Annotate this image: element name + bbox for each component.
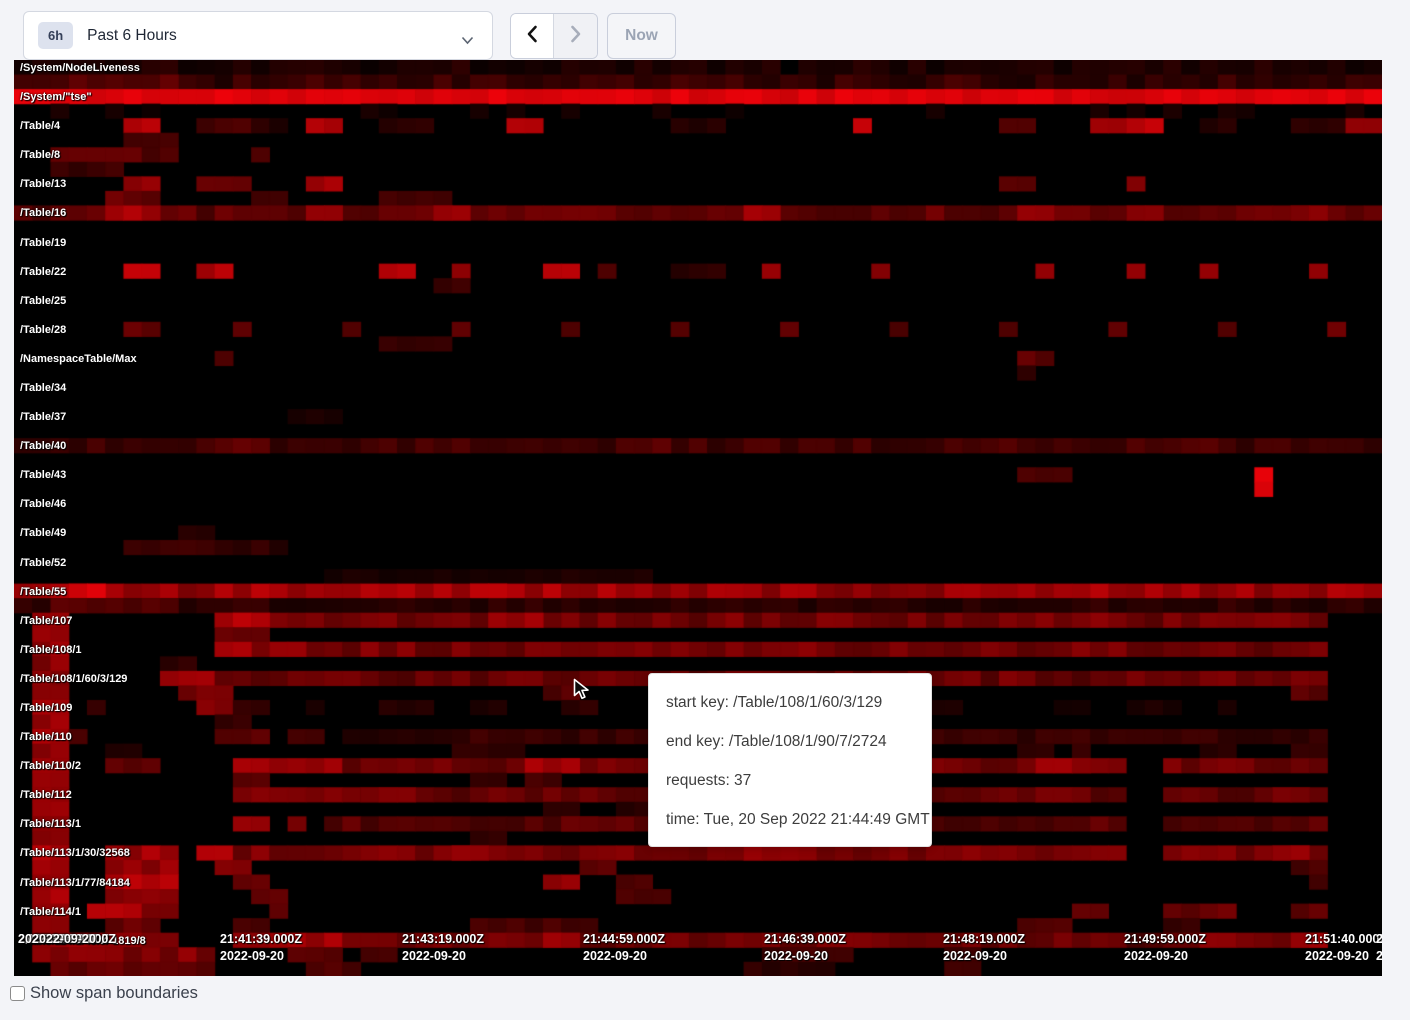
span-boundaries-row: Show span boundaries xyxy=(10,984,198,1003)
prev-range-button[interactable] xyxy=(511,14,554,58)
chevron-down-icon xyxy=(461,32,474,50)
chevron-right-icon xyxy=(570,25,582,48)
tooltip-end-key: end key: /Table/108/1/90/7/2724 xyxy=(666,732,887,750)
show-span-boundaries-label: Show span boundaries xyxy=(30,984,198,1002)
heatmap-tooltip: start key: /Table/108/1/60/3/129 end key… xyxy=(648,673,932,847)
next-range-button[interactable] xyxy=(554,14,597,58)
show-span-boundaries-checkbox[interactable] xyxy=(10,986,25,1001)
tooltip-start-key: start key: /Table/108/1/60/3/129 xyxy=(666,693,883,711)
now-button[interactable]: Now xyxy=(607,13,676,59)
key-visualizer-heatmap-panel: /System/NodeLiveness/System/"tse"/Table/… xyxy=(14,60,1382,976)
chevron-left-icon xyxy=(526,25,538,48)
time-range-badge: 6h xyxy=(38,22,74,49)
time-range-label: Past 6 Hours xyxy=(87,26,177,44)
tooltip-requests: requests: 37 xyxy=(666,771,752,789)
time-range-dropdown[interactable]: 6h Past 6 Hours xyxy=(23,11,493,60)
time-nav-group xyxy=(510,13,598,59)
tooltip-time: time: Tue, 20 Sep 2022 21:44:49 GMT xyxy=(666,810,930,828)
